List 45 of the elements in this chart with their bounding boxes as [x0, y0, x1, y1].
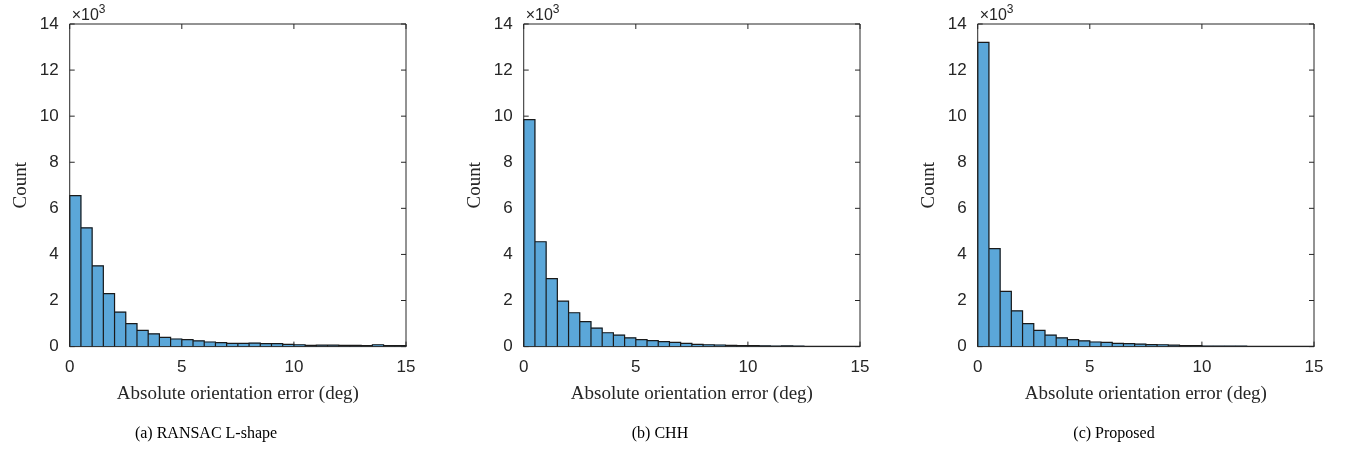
x-tick-label: 0 — [64, 357, 75, 377]
y-tick-label: 8 — [49, 151, 59, 171]
y-tick-label: 0 — [49, 336, 59, 356]
x-tick-label: 5 — [1085, 357, 1095, 377]
x-axis-title: Absolute orientation error (deg) — [116, 382, 359, 405]
y-axis-title: Count — [917, 161, 939, 209]
y-tick-label: 6 — [957, 198, 967, 218]
y-tick-label: 10 — [947, 105, 967, 125]
y-tick-label: 12 — [947, 59, 967, 79]
y-tick-label: 2 — [957, 290, 967, 310]
x-axis-title: Absolute orientation error (deg) — [570, 382, 813, 405]
x-tick-label: 15 — [1304, 357, 1324, 377]
y-tick-label: 14 — [493, 13, 513, 33]
x-tick-label: 0 — [518, 357, 529, 377]
y-tick-label: 6 — [49, 198, 59, 218]
y-tick-label: 10 — [493, 105, 513, 125]
y-tick-label: 8 — [503, 151, 513, 171]
y-tick-label: 8 — [957, 151, 967, 171]
y-tick-label: 12 — [493, 59, 513, 79]
y-tick-label: 4 — [957, 244, 967, 264]
y-tick-label: 14 — [39, 13, 59, 33]
y-axis-title: Count — [463, 161, 485, 209]
y-tick-label: 2 — [49, 290, 59, 310]
y-tick-label: 6 — [503, 198, 513, 218]
y-tick-label: 4 — [503, 244, 513, 264]
y-tick-label: 12 — [39, 59, 59, 79]
x-tick-label: 15 — [396, 357, 416, 377]
text: (c) Proposed — [1073, 423, 1155, 442]
y-tick-label: 4 — [49, 244, 59, 264]
x-tick-label: 5 — [631, 357, 641, 377]
x-tick-label: 0 — [972, 357, 983, 377]
y-tick-label: 14 — [947, 13, 967, 33]
y-tick-label: 0 — [957, 336, 967, 356]
y-tick-label: 2 — [503, 290, 513, 310]
x-tick-label: 10 — [738, 357, 758, 377]
x-axis-title: Absolute orientation error (deg) — [1024, 382, 1267, 405]
text: (b) CHH — [631, 423, 689, 442]
y-tick-label: 0 — [503, 336, 513, 356]
x-tick-label: 10 — [284, 357, 304, 377]
text: (a) RANSAC L-shape — [134, 423, 278, 442]
x-tick-label: 10 — [1192, 357, 1212, 377]
x-tick-label: 15 — [850, 357, 870, 377]
x-tick-label: 5 — [177, 357, 187, 377]
y-tick-label: 10 — [39, 105, 59, 125]
y-axis-title: Count — [9, 161, 31, 209]
